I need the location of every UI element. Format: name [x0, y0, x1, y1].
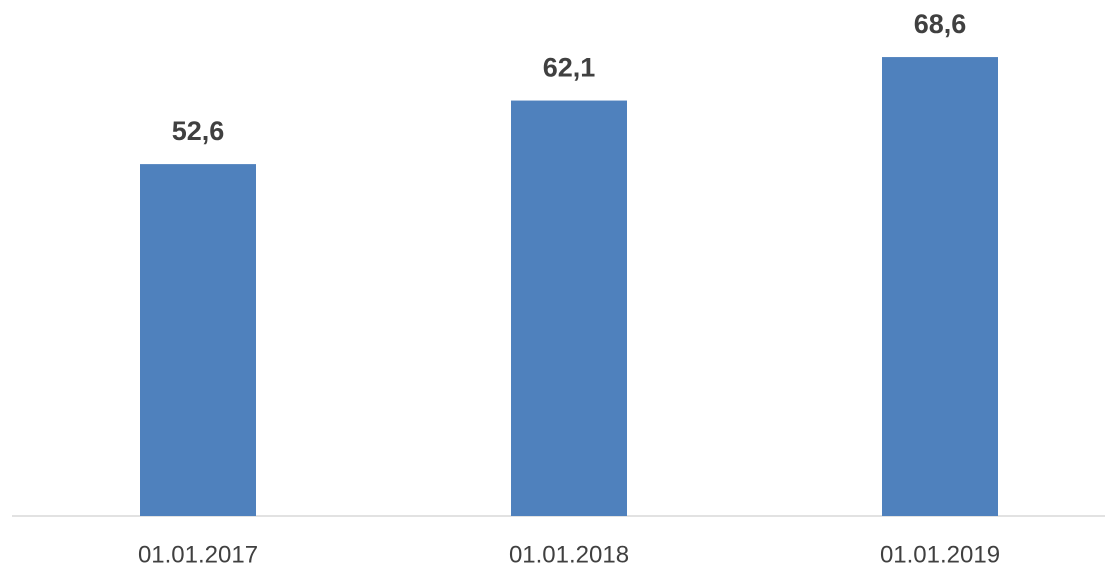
- bar: [140, 164, 256, 516]
- x-tick-label: 01.01.2017: [138, 541, 258, 568]
- data-label: 52,6: [172, 116, 225, 146]
- data-label: 62,1: [543, 53, 596, 83]
- bar: [511, 100, 627, 517]
- x-tick-label: 01.01.2019: [880, 541, 1000, 568]
- bar: [882, 57, 998, 516]
- x-tick-label: 01.01.2018: [509, 541, 629, 568]
- data-label: 68,6: [914, 9, 967, 39]
